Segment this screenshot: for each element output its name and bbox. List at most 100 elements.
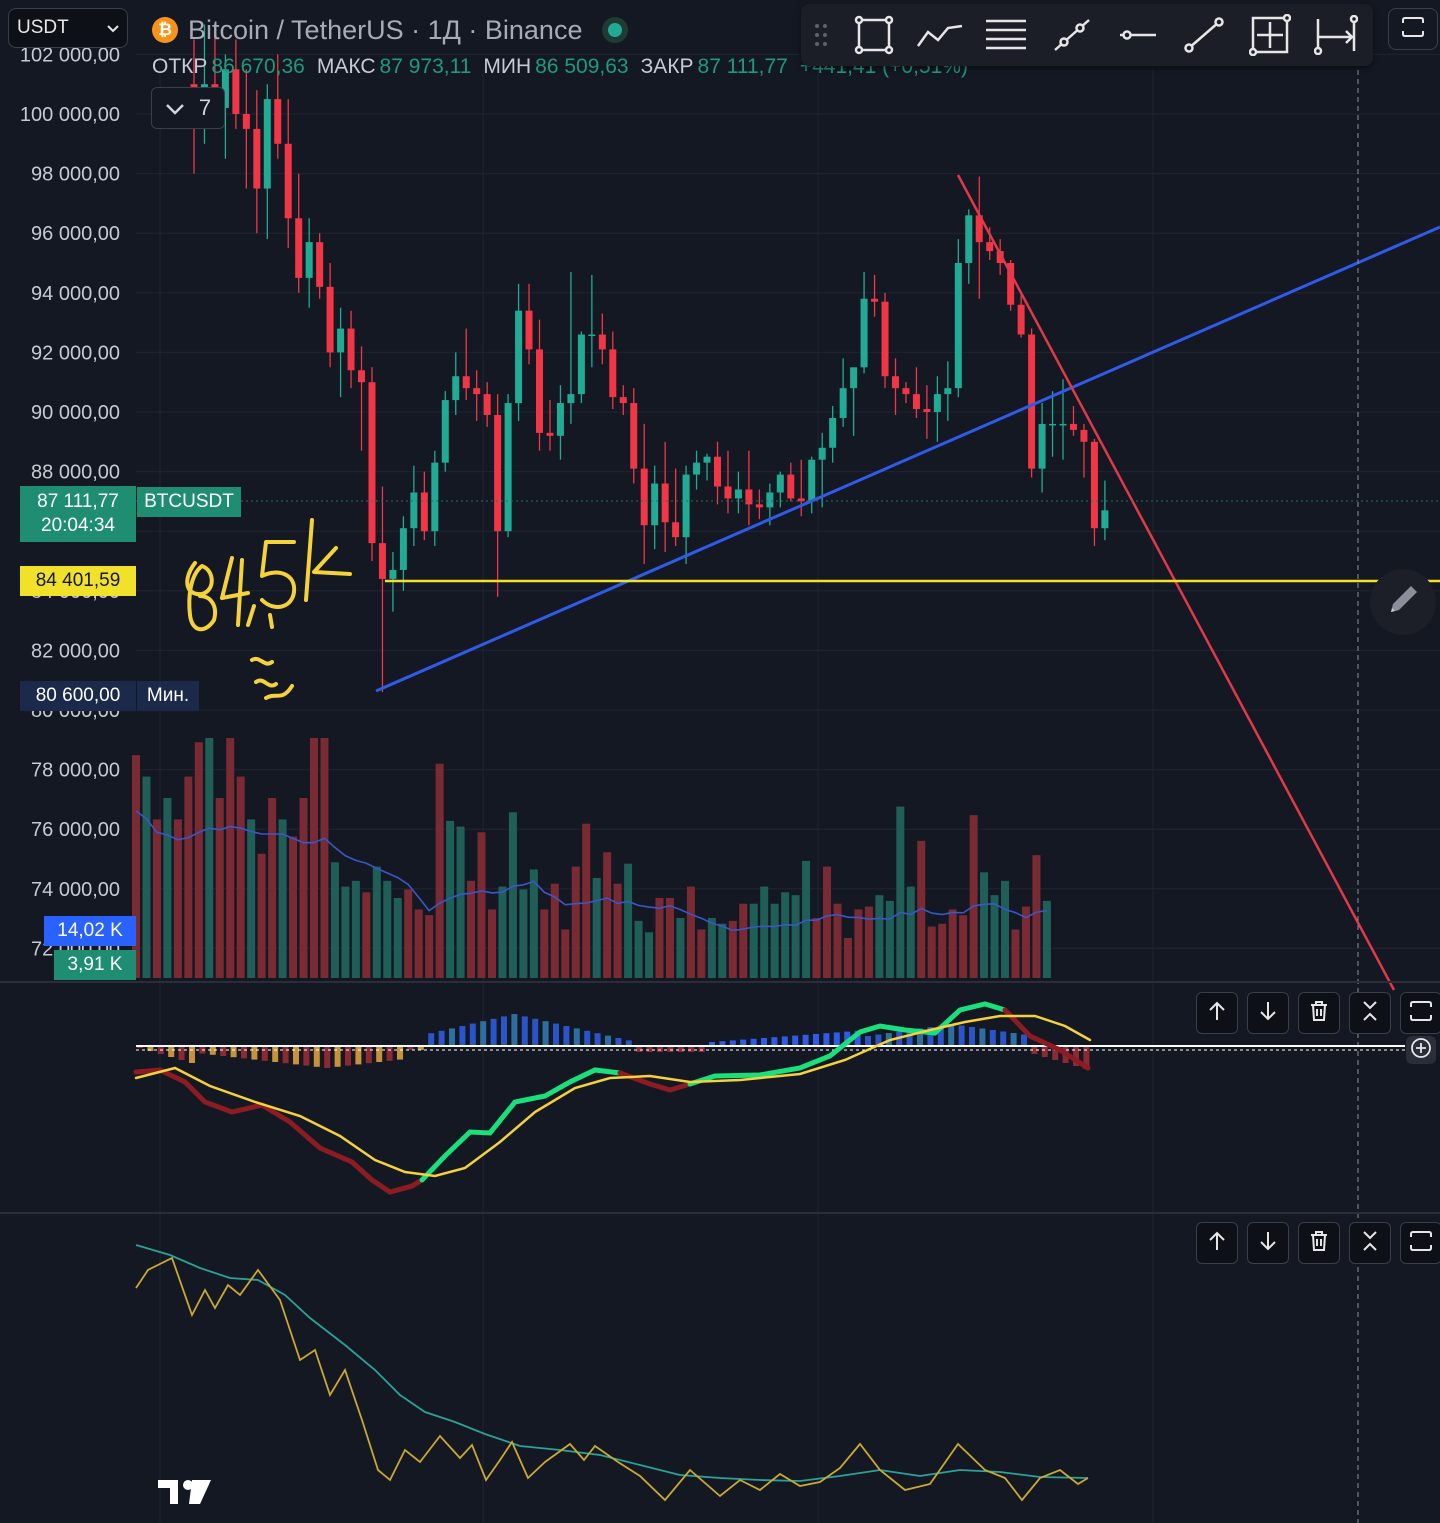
- trend-line-icon[interactable]: [1039, 4, 1105, 66]
- horizontal-ray-icon[interactable]: [1105, 4, 1171, 66]
- candle[interactable]: [724, 450, 732, 514]
- move-pane-up-button[interactable]: [1196, 992, 1238, 1034]
- candle[interactable]: [326, 263, 334, 368]
- candle[interactable]: [839, 358, 847, 427]
- candle[interactable]: [567, 271, 575, 424]
- candle[interactable]: [923, 385, 931, 439]
- macd-pane[interactable]: [0, 981, 1440, 1195]
- candle[interactable]: [483, 382, 491, 427]
- drag-handle-icon[interactable]: [801, 4, 841, 66]
- candle[interactable]: [588, 274, 596, 368]
- maximize-pane-button[interactable]: [1400, 992, 1440, 1034]
- resistance-trendline[interactable]: [956, 174, 1396, 991]
- candle[interactable]: [682, 465, 690, 564]
- candle[interactable]: [462, 328, 470, 401]
- maximize-pane-button[interactable]: [1400, 1222, 1440, 1264]
- candle[interactable]: [1090, 438, 1098, 547]
- candle[interactable]: [1080, 423, 1088, 478]
- candle[interactable]: [347, 310, 355, 389]
- candle[interactable]: [1007, 260, 1015, 311]
- candle[interactable]: [494, 394, 502, 597]
- indicators-toggle-button[interactable]: 7: [151, 87, 225, 129]
- candle[interactable]: [1101, 480, 1109, 541]
- candle[interactable]: [745, 450, 753, 526]
- polyline-icon[interactable]: [907, 4, 973, 66]
- candle[interactable]: [221, 54, 229, 159]
- ray-icon[interactable]: [1171, 4, 1237, 66]
- candle[interactable]: [640, 423, 648, 564]
- candle[interactable]: [473, 370, 481, 421]
- candle[interactable]: [609, 331, 617, 410]
- candle[interactable]: [808, 456, 816, 514]
- candle[interactable]: [536, 319, 544, 451]
- candle[interactable]: [378, 486, 386, 693]
- symbol-title[interactable]: ₿ Bitcoin / TetherUS · 1Д · Binance: [152, 12, 629, 48]
- support-trendline[interactable]: [375, 225, 1440, 693]
- candle[interactable]: [912, 367, 920, 418]
- candle[interactable]: [619, 385, 627, 415]
- date-range-icon[interactable]: [1303, 4, 1369, 66]
- candle[interactable]: [703, 453, 711, 481]
- candle[interactable]: [902, 382, 910, 404]
- candle[interactable]: [630, 388, 638, 484]
- candle[interactable]: [410, 465, 418, 547]
- drawing-pencil-button[interactable]: [1370, 569, 1436, 635]
- candles[interactable]: [190, 24, 1109, 693]
- move-pane-down-button[interactable]: [1247, 992, 1289, 1034]
- rectangle-icon[interactable]: [841, 4, 907, 66]
- candle[interactable]: [829, 406, 837, 463]
- candle[interactable]: [1028, 328, 1036, 478]
- candle[interactable]: [431, 450, 439, 547]
- fullscreen-button[interactable]: [1388, 8, 1438, 50]
- move-pane-down-button[interactable]: [1247, 1222, 1289, 1264]
- candle[interactable]: [525, 283, 533, 365]
- candle[interactable]: [577, 331, 585, 404]
- lines-icon[interactable]: [973, 4, 1039, 66]
- candle[interactable]: [787, 462, 795, 502]
- measure-icon[interactable]: [1237, 4, 1303, 66]
- collapse-pane-button[interactable]: [1349, 1222, 1391, 1264]
- candle[interactable]: [316, 233, 324, 299]
- candle[interactable]: [232, 39, 240, 129]
- candle[interactable]: [452, 352, 460, 415]
- candle[interactable]: [546, 400, 554, 451]
- collapse-pane-button[interactable]: [1349, 992, 1391, 1034]
- candle[interactable]: [776, 471, 784, 508]
- candle[interactable]: [263, 84, 271, 240]
- candle[interactable]: [714, 441, 721, 505]
- candle[interactable]: [598, 313, 606, 365]
- candle[interactable]: [891, 358, 899, 415]
- candle[interactable]: [755, 489, 763, 520]
- candle[interactable]: [305, 218, 313, 308]
- delete-pane-button[interactable]: [1298, 992, 1340, 1034]
- candle[interactable]: [242, 69, 250, 189]
- candle[interactable]: [881, 292, 889, 389]
- move-pane-up-button[interactable]: [1196, 1222, 1238, 1264]
- candle[interactable]: [515, 283, 523, 421]
- candle[interactable]: [1049, 391, 1057, 457]
- add-level-button[interactable]: [1406, 1036, 1436, 1064]
- candle[interactable]: [850, 367, 858, 436]
- candle[interactable]: [253, 90, 261, 234]
- candle[interactable]: [399, 516, 407, 591]
- candle[interactable]: [672, 468, 680, 547]
- candle[interactable]: [284, 99, 292, 249]
- candle[interactable]: [871, 274, 879, 317]
- candle[interactable]: [274, 54, 282, 159]
- candle[interactable]: [996, 239, 1004, 275]
- candle[interactable]: [651, 465, 659, 550]
- candle[interactable]: [1069, 406, 1077, 436]
- symbol-selector[interactable]: USDT: [8, 8, 128, 48]
- candle[interactable]: [358, 346, 366, 451]
- candle[interactable]: [556, 385, 564, 460]
- candle[interactable]: [860, 271, 868, 374]
- candle[interactable]: [734, 471, 742, 514]
- candle[interactable]: [504, 394, 512, 538]
- candle[interactable]: [420, 471, 428, 541]
- candle[interactable]: [1017, 292, 1025, 338]
- candle[interactable]: [933, 376, 941, 442]
- candle[interactable]: [1038, 403, 1046, 493]
- candle[interactable]: [661, 441, 669, 553]
- candle[interactable]: [975, 176, 983, 299]
